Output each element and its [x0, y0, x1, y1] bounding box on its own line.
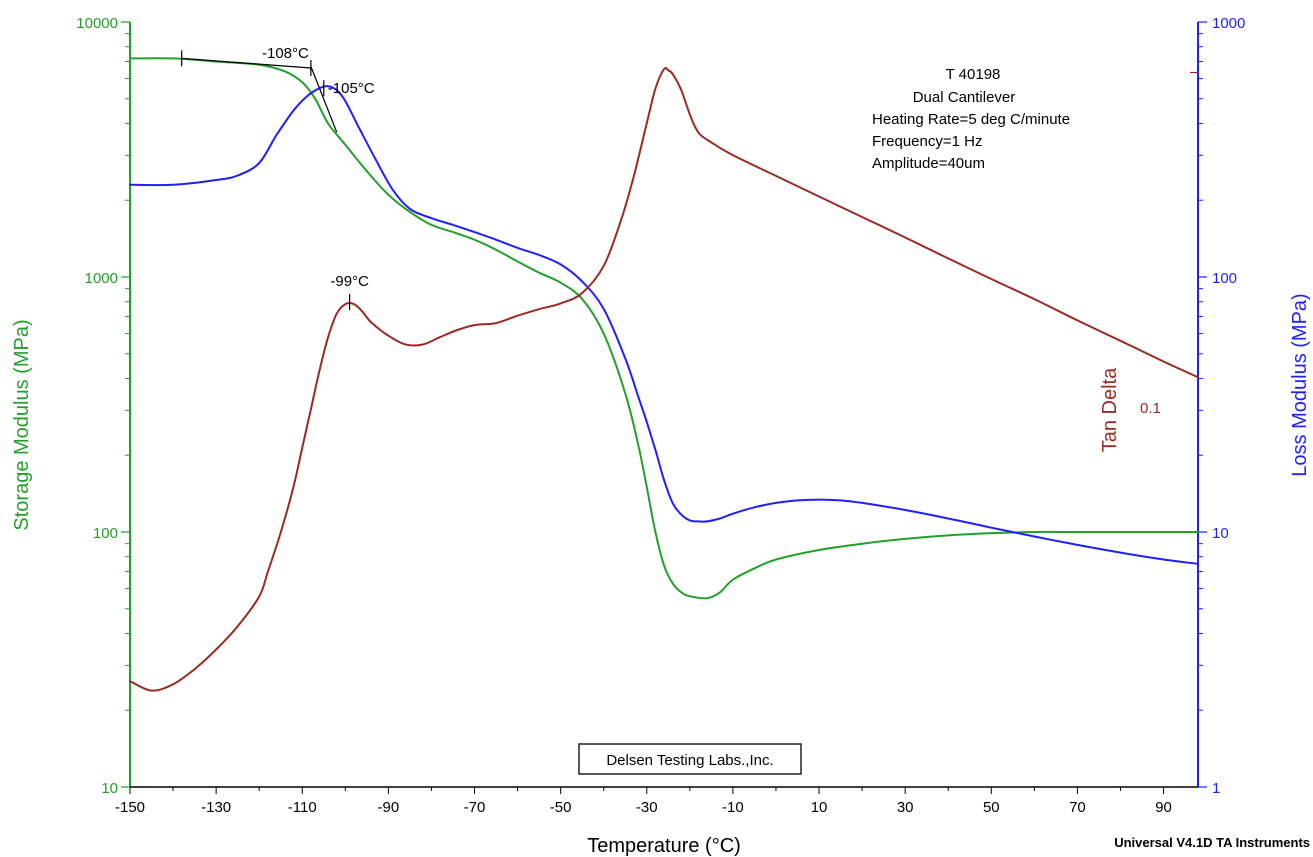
info-line-1: T 40198	[946, 66, 1001, 83]
x-tick-label: -130	[201, 799, 231, 816]
left-tick-label: 1000	[85, 270, 118, 287]
x-tick-label: -90	[378, 799, 400, 816]
onset-baseline-tangent	[181, 57, 311, 69]
right-axis-title: Loss Modulus (MPa)	[1289, 293, 1311, 476]
x-tick-label: -150	[115, 799, 145, 816]
onset-slope-tangent	[310, 66, 338, 133]
watermark-text: Delsen Testing Labs.,Inc.	[606, 752, 773, 769]
x-tick-label: -10	[722, 799, 744, 816]
info-line-5: Amplitude=40um	[872, 155, 985, 172]
x-tick-label: -110	[288, 799, 317, 816]
info-line-2: Dual Cantilever	[913, 89, 1016, 106]
info-line-4: Frequency=1 Hz	[872, 133, 982, 150]
x-axis-ticks: -150 -130 -110 -90 -70 -50 -30 -10 10 30 50 70 90	[115, 787, 1172, 816]
loss-modulus-line	[129, 85, 1199, 565]
watermark-box: Delsen Testing Labs.,Inc.	[578, 743, 802, 775]
right-tick-label: 100	[1212, 270, 1237, 287]
tan-delta-line	[129, 66, 1199, 692]
right-axis-ticks: 1 10 100 1000	[1198, 15, 1245, 797]
x-tick-label: -30	[636, 799, 658, 816]
right-tick-label: 10	[1212, 525, 1229, 542]
info-box: T 40198 Dual Cantilever Heating Rate=5 d…	[872, 66, 1070, 172]
x-tick-label: -70	[464, 799, 486, 816]
tan-delta-tick-label: 0.1	[1140, 400, 1161, 417]
left-tick-label: 100	[93, 525, 118, 542]
annotation-105: -105°C	[328, 80, 375, 97]
right-tick-label: 1000	[1212, 15, 1245, 32]
annotation-markers: -108°C -105°C -99°C	[181, 45, 1198, 311]
x-tick-label: 90	[1155, 799, 1172, 816]
x-tick-label: 70	[1069, 799, 1086, 816]
left-axis-ticks: 10 100 1000 10000	[76, 15, 130, 797]
left-tick-label: 10	[101, 780, 118, 797]
right-tick-label: 1	[1212, 780, 1220, 797]
annotation-108: -108°C	[262, 45, 309, 62]
tan-delta-title: Tan Delta	[1099, 367, 1121, 452]
storage-modulus-line	[129, 57, 1199, 600]
annotation-99: -99°C	[330, 273, 369, 290]
x-axis-title: Temperature (°C)	[587, 835, 741, 857]
left-axis-title: Storage Modulus (MPa)	[11, 319, 33, 530]
x-tick-label: 30	[897, 799, 914, 816]
footer-text: Universal V4.1D TA Instruments	[1114, 835, 1310, 850]
x-tick-label: -50	[550, 799, 572, 816]
left-tick-label: 10000	[76, 15, 118, 32]
plot-frame	[129, 22, 1199, 788]
x-tick-label: 50	[983, 799, 1000, 816]
series-layer	[129, 57, 1199, 692]
x-tick-label: 10	[811, 799, 828, 816]
info-line-3: Heating Rate=5 deg C/minute	[872, 111, 1070, 128]
